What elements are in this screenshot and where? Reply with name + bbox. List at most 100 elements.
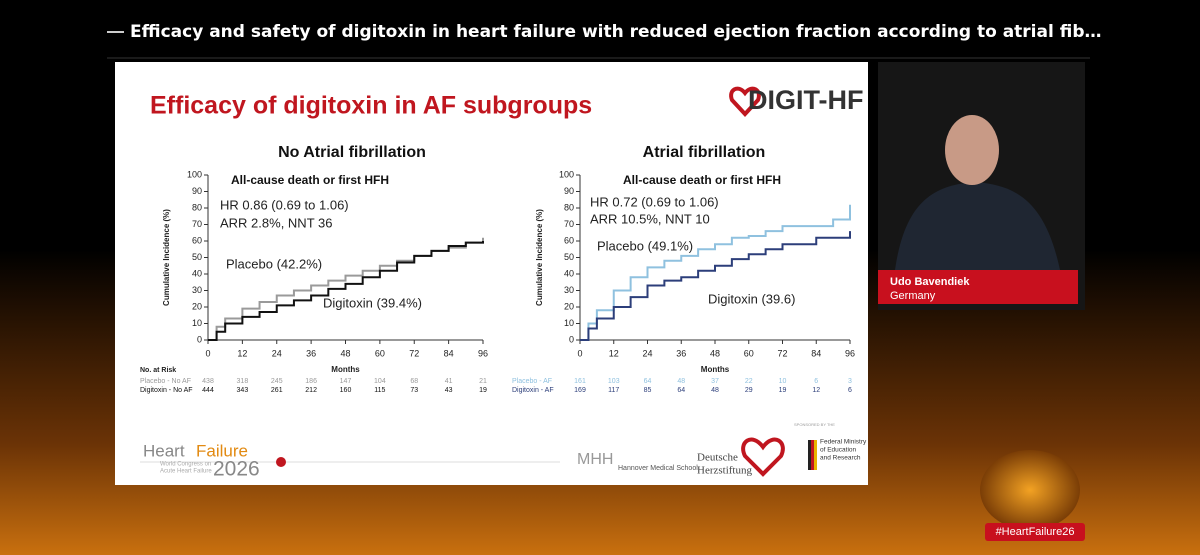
y-tick-label: 50 <box>192 252 202 262</box>
flag-stripe <box>811 440 814 470</box>
risk-value: 12 <box>812 387 820 394</box>
risk-value: 115 <box>374 387 385 394</box>
risk-value: 343 <box>237 387 249 394</box>
logo-heart <box>729 86 761 117</box>
mhh-name: Hannover Medical School <box>618 465 698 472</box>
brand-dot <box>276 457 286 467</box>
km-curve <box>580 231 851 341</box>
y-tick-label: 80 <box>564 202 574 212</box>
risk-value: 147 <box>340 378 352 385</box>
risk-value: 21 <box>479 378 487 385</box>
risk-value: 104 <box>374 378 386 385</box>
risk-label: Placebo - No AF <box>140 378 191 385</box>
km-curve <box>208 241 484 341</box>
x-tick-label: 84 <box>811 348 821 358</box>
risk-value: 43 <box>445 387 453 394</box>
x-tick-label: 0 <box>205 348 210 358</box>
risk-value: 6 <box>848 387 852 394</box>
brand-year: 2026 <box>213 458 260 481</box>
y-tick-label: 30 <box>564 285 574 295</box>
risk-value: 169 <box>574 387 586 394</box>
y-tick-label: 40 <box>564 268 574 278</box>
ministry-line: of Education <box>820 447 857 454</box>
risk-value: 160 <box>340 387 352 394</box>
risk-value: 444 <box>202 387 214 394</box>
risk-value: 161 <box>574 378 586 385</box>
risk-label: Digitoxin - No AF <box>140 387 193 394</box>
risk-value: 73 <box>410 387 418 394</box>
x-tick-label: 96 <box>845 348 855 358</box>
risk-value: 41 <box>445 378 453 385</box>
y-tick-label: 40 <box>192 268 202 278</box>
y-tick-label: 90 <box>192 186 202 196</box>
y-tick-label: 60 <box>192 235 202 245</box>
risk-label: Placebo - AF <box>512 378 552 385</box>
risk-label: Digitoxin - AF <box>512 387 554 394</box>
y-tick-label: 0 <box>197 334 202 344</box>
x-tick-label: 12 <box>609 348 619 358</box>
flag-stripe <box>814 440 817 470</box>
chart-subtitle: All-cause death or first HFH <box>623 173 781 187</box>
y-tick-label: 80 <box>192 202 202 212</box>
km-curve <box>580 204 851 341</box>
y-tick-label: 10 <box>192 318 202 328</box>
name-plate <box>878 270 1078 304</box>
annotation: HR 0.72 (0.69 to 1.06) <box>590 194 719 209</box>
risk-value: 19 <box>479 387 487 394</box>
x-tick-label: 36 <box>676 348 686 358</box>
speaker-name: Udo Bavendiek <box>890 276 970 288</box>
risk-value: 68 <box>410 378 418 385</box>
x-axis-label: Months <box>331 365 360 374</box>
ministry-line: Federal Ministry <box>820 439 867 446</box>
herz-line: Herzstiftung <box>697 465 752 477</box>
risk-value: 48 <box>711 387 719 394</box>
congress-line: World Congress on <box>160 462 211 468</box>
y-tick-label: 70 <box>192 219 202 229</box>
x-tick-label: 84 <box>444 348 454 358</box>
ministry-line: and Research <box>820 455 861 462</box>
y-tick-label: 70 <box>564 219 574 229</box>
risk-value: 64 <box>677 387 685 394</box>
x-tick-label: 60 <box>375 348 385 358</box>
y-tick-label: 0 <box>569 334 574 344</box>
y-tick-label: 30 <box>192 285 202 295</box>
y-axis-label: Cumulative Incidence (%) <box>535 209 544 306</box>
annotation: Digitoxin (39.6) <box>708 291 795 306</box>
video-title: Efficacy and safety of digitoxin in hear… <box>130 22 1102 42</box>
x-tick-label: 60 <box>744 348 754 358</box>
risk-value: 37 <box>711 378 719 385</box>
decor-orb <box>980 450 1080 530</box>
x-tick-label: 12 <box>237 348 247 358</box>
risk-value: 22 <box>745 378 753 385</box>
slide <box>115 62 868 485</box>
logo-text: DIGIT-HF <box>748 85 864 115</box>
y-tick-label: 10 <box>564 318 574 328</box>
flag-stripe <box>808 440 811 470</box>
speaker-country: Germany <box>890 290 936 302</box>
herz-line: Deutsche <box>697 452 738 464</box>
x-axis-label: Months <box>701 365 730 374</box>
risk-value: 29 <box>745 387 753 394</box>
risk-value: 212 <box>305 387 317 394</box>
chart-subtitle: All-cause death or first HFH <box>231 173 389 187</box>
x-tick-label: 72 <box>409 348 419 358</box>
hashtag-badge <box>985 523 1085 541</box>
speaker-head <box>945 115 999 185</box>
sponsor-text: SPONSORED BY THE <box>794 422 835 427</box>
risk-value: 117 <box>608 387 619 394</box>
y-axis-label: Cumulative Incidence (%) <box>162 209 171 306</box>
risk-value: 19 <box>779 387 787 394</box>
y-tick-label: 20 <box>192 301 202 311</box>
risk-value: 318 <box>237 378 249 385</box>
x-tick-label: 24 <box>642 348 652 358</box>
risk-value: 261 <box>271 387 283 394</box>
risk-value: 3 <box>848 378 852 385</box>
annotation: Placebo (42.2%) <box>226 256 322 271</box>
brand-word: Failure <box>196 441 248 460</box>
x-tick-label: 72 <box>777 348 787 358</box>
y-tick-label: 100 <box>187 169 202 179</box>
slide-title: Efficacy of digitoxin in AF subgroups <box>150 92 592 120</box>
chart-title: No Atrial fibrillation <box>278 144 426 161</box>
